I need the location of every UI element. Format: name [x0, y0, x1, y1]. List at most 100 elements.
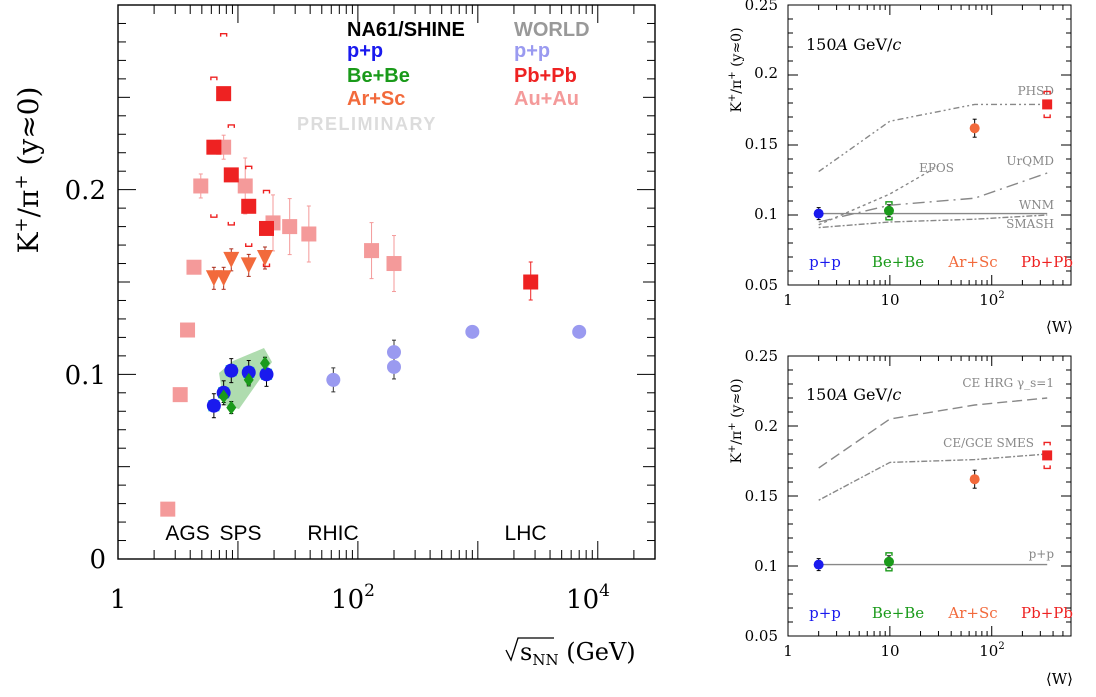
auau-point — [186, 259, 202, 275]
bebe-point — [259, 356, 270, 371]
sys-bracket — [210, 76, 218, 81]
top-x-tick-1: 1 — [783, 291, 793, 309]
top-annotation: 150A GeV/c — [806, 35, 901, 54]
na61-pp-point — [224, 363, 239, 378]
sys-bracket — [1043, 465, 1051, 470]
sys-bracket — [219, 32, 228, 37]
p1-model-urqmd — [818, 172, 1048, 223]
p2-label-pb-pb: Pb+Pb — [1021, 604, 1073, 622]
energy-label-lhc: LHC — [505, 522, 547, 545]
auau-point — [386, 256, 402, 272]
energy-label-rhic: RHIC — [307, 522, 358, 545]
top-x-tick-10: 10 — [880, 291, 899, 309]
p2-model-label-ce-hrg-s-1: CE HRG γ_s=1 — [962, 376, 1054, 390]
pbpb-point — [258, 220, 274, 236]
arsc-point — [256, 249, 273, 266]
sys-bracket — [245, 243, 253, 247]
p2-point-be-be — [883, 556, 894, 567]
preliminary-watermark: PRELIMINARY — [297, 114, 437, 134]
top-model-curves: PHSD EPOS UrQMD WNM SMASH — [818, 84, 1054, 231]
auau-point — [301, 226, 317, 242]
top-y-tick-0.2: 0.2 — [754, 64, 778, 82]
p2-label-p-p: p+p — [809, 604, 841, 622]
na61-pp-point — [206, 398, 221, 413]
bottom-right-chart: 150A GeV/c 0.05 0.1 0.15 0.2 0.25 1 10 1… — [727, 347, 1073, 688]
p2-point-pb-pb — [1042, 450, 1053, 461]
legend-header-world: WORLD — [514, 19, 590, 41]
p2-model-label-ce-gce-smes: CE/GCE SMES — [943, 436, 1034, 450]
p1-model-epos — [818, 165, 939, 226]
bottom-x-tick-100: 102 — [979, 641, 1004, 660]
energy-label-sps: SPS — [219, 522, 261, 545]
main-x-tick-10000: 104 — [566, 581, 610, 615]
main-x-axis-label: sNN (GeV) — [505, 637, 636, 669]
p1-model-label-wnm: WNM — [1019, 198, 1054, 212]
p2-model-ce-hrg-s-1 — [818, 397, 1048, 469]
legend-header-na61: NA61/SHINE — [347, 19, 465, 41]
main-y-tick-0: 0 — [89, 545, 106, 575]
legend-na61-arsc: Ar+Sc — [347, 88, 405, 110]
p1-model-smash — [818, 214, 1048, 229]
main-ticks — [117, 4, 656, 560]
bottom-y-tick-0.25: 0.25 — [745, 347, 778, 365]
world-pp-point — [326, 372, 341, 387]
world-pp-point — [572, 324, 587, 339]
p1-point-ar-sc — [969, 123, 980, 134]
arsc-point — [223, 251, 240, 268]
p1-label-pb-pb: Pb+Pb — [1021, 253, 1073, 271]
sys-bracket — [227, 221, 235, 226]
svg-text:sNN (GeV): sNN (GeV) — [520, 638, 636, 669]
bottom-y-tick-0.15: 0.15 — [745, 487, 778, 505]
sys-bracket — [227, 124, 235, 128]
auau-point — [237, 178, 253, 194]
top-y-tick-0.1: 0.1 — [754, 205, 778, 223]
bottom-x-tick-1: 1 — [783, 642, 793, 660]
bottom-model-curves: CE HRG γ_s=1 CE/GCE SMES p+p — [818, 376, 1055, 566]
bottom-data-points — [813, 441, 1053, 572]
main-x-tick-100: 102 — [331, 581, 375, 615]
p1-model-label-smash: SMASH — [1006, 217, 1054, 231]
p1-model-label-urqmd: UrQMD — [1006, 154, 1054, 168]
p1-label-p-p: p+p — [809, 253, 841, 271]
sys-bracket — [210, 214, 218, 218]
main-x-tick-1: 1 — [110, 585, 127, 615]
top-x-tick-100: 102 — [979, 290, 1004, 309]
p1-model-phsd — [818, 103, 1048, 173]
pbpb-point — [223, 167, 239, 183]
arsc-point — [240, 257, 257, 274]
p2-point-ar-sc — [969, 474, 980, 485]
top-data-points — [813, 90, 1053, 221]
bottom-y-tick-0.2: 0.2 — [754, 417, 778, 435]
sys-bracket — [1043, 90, 1051, 95]
bottom-ticks — [787, 355, 1072, 637]
sys-bracket — [1043, 114, 1051, 119]
bottom-y-axis-label: K+/π+ (y≈0) — [727, 378, 745, 463]
p1-model-label-phsd: PHSD — [1018, 84, 1054, 98]
sys-bracket — [262, 189, 271, 194]
na61-pp-point — [241, 365, 256, 380]
p2-model-ce-gce-smes — [818, 453, 1048, 501]
sys-bracket — [262, 263, 271, 268]
energy-label-ags: AGS — [165, 522, 209, 545]
auau-point — [282, 219, 298, 235]
main-data-points — [160, 86, 587, 517]
energy-labels: AGS SPS RHIC LHC — [165, 522, 546, 545]
auau-point — [160, 501, 176, 517]
p1-point-p-p — [813, 208, 824, 219]
auau-point — [172, 387, 188, 403]
top-ticks — [787, 4, 1072, 286]
world-pp-point — [465, 324, 480, 339]
bebe-point — [226, 400, 237, 415]
p1-model-label-epos: EPOS — [919, 161, 954, 175]
main-y-tick-0.1: 0.1 — [65, 361, 106, 391]
top-y-tick-0.05: 0.05 — [745, 276, 778, 294]
p2-model-label-p-p: p+p — [1029, 547, 1055, 561]
top-system-labels: p+p Be+Be Ar+Sc Pb+Pb — [809, 253, 1073, 271]
p1-point-be-be — [883, 205, 894, 216]
p2-point-p-p — [813, 559, 824, 570]
sys-bracket — [885, 201, 893, 205]
main-y-tick-0.2: 0.2 — [65, 176, 106, 206]
pbpb-point — [523, 274, 539, 290]
main-chart: 1 102 104 0 0.1 0.2 sNN (GeV) K+/π+ (y≈0… — [11, 4, 656, 669]
top-y-tick-0.15: 0.15 — [745, 135, 778, 153]
